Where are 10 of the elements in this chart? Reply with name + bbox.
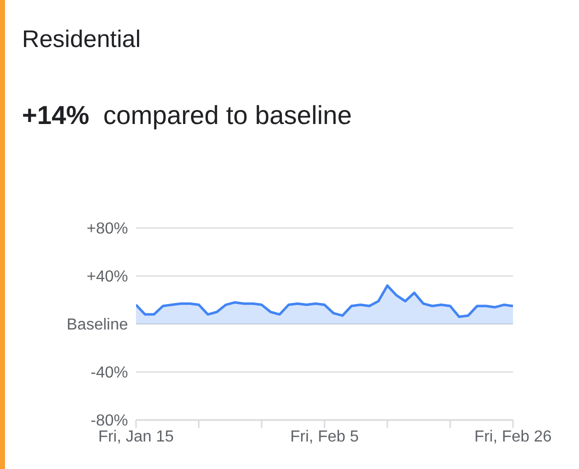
x-tick-label: Fri, Feb 5 xyxy=(290,428,359,446)
y-tick-label: +80% xyxy=(86,220,128,238)
chart-title: Residential xyxy=(22,26,141,54)
y-tick-label: +40% xyxy=(86,268,128,286)
x-tick-label: Fri, Feb 26 xyxy=(474,428,552,446)
chart-subtitle: +14% compared to baseline xyxy=(22,100,352,130)
x-tick-label: Fri, Jan 15 xyxy=(98,428,174,446)
y-tick-label: -80% xyxy=(90,412,128,430)
y-tick-label: Baseline xyxy=(66,316,128,334)
y-tick-label: -40% xyxy=(90,364,128,382)
